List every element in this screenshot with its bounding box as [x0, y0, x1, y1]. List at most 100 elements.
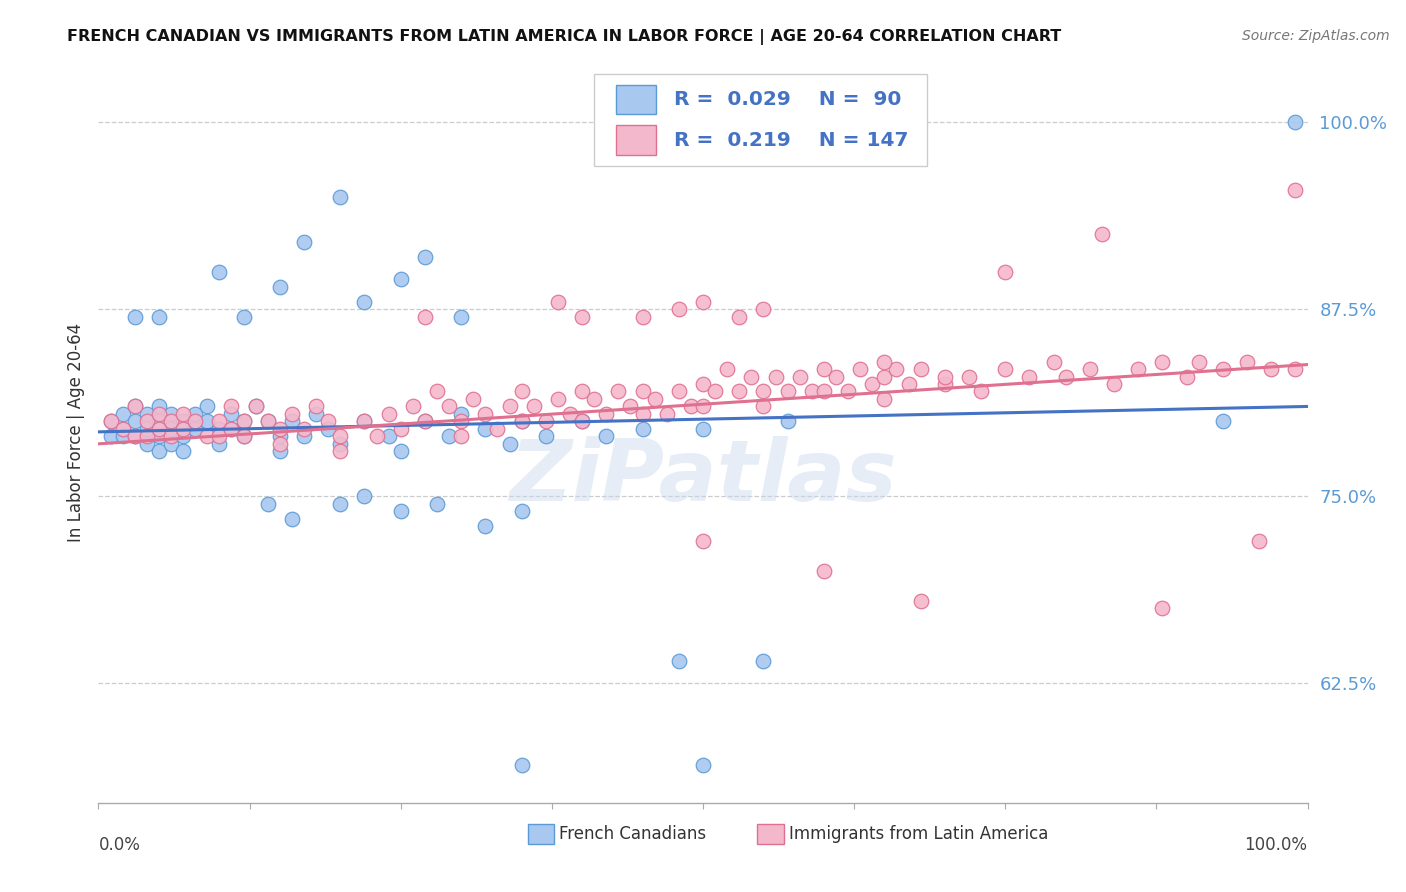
Point	[316, 414, 339, 428]
Point	[172, 414, 194, 428]
Point	[1212, 362, 1234, 376]
Point	[329, 429, 352, 443]
FancyBboxPatch shape	[616, 85, 655, 114]
Point	[329, 437, 352, 451]
Point	[148, 310, 170, 324]
Point	[245, 400, 267, 414]
Point	[994, 362, 1017, 376]
Point	[148, 400, 170, 414]
Point	[1284, 115, 1306, 129]
Text: FRENCH CANADIAN VS IMMIGRANTS FROM LATIN AMERICA IN LABOR FORCE | AGE 20-64 CORR: FRENCH CANADIAN VS IMMIGRANTS FROM LATIN…	[67, 29, 1062, 45]
Text: R =  0.029    N =  90: R = 0.029 N = 90	[673, 90, 901, 109]
Point	[377, 407, 399, 421]
Point	[353, 414, 375, 428]
Point	[873, 392, 896, 406]
Point	[195, 414, 218, 428]
Point	[292, 422, 315, 436]
Point	[208, 265, 231, 279]
Point	[135, 414, 157, 428]
Text: French Canadians: French Canadians	[560, 825, 706, 843]
Point	[534, 429, 557, 443]
Point	[1260, 362, 1282, 376]
Point	[1152, 601, 1174, 615]
Point	[1054, 369, 1077, 384]
Point	[281, 407, 304, 421]
Point	[148, 422, 170, 436]
Point	[910, 362, 932, 376]
Point	[135, 437, 157, 451]
Point	[728, 310, 751, 324]
Point	[728, 384, 751, 399]
Point	[1236, 354, 1258, 368]
Point	[172, 422, 194, 436]
Point	[547, 294, 569, 309]
Point	[184, 407, 207, 421]
Point	[668, 302, 690, 317]
Point	[668, 384, 690, 399]
Point	[668, 654, 690, 668]
Point	[413, 310, 436, 324]
Point	[849, 362, 872, 376]
Point	[269, 422, 291, 436]
Point	[692, 422, 714, 436]
Point	[571, 384, 593, 399]
Point	[450, 429, 472, 443]
Point	[704, 384, 727, 399]
Point	[172, 444, 194, 458]
Point	[510, 758, 533, 772]
Point	[100, 414, 122, 428]
Point	[813, 564, 835, 578]
Point	[571, 414, 593, 428]
Point	[148, 444, 170, 458]
Point	[316, 422, 339, 436]
Point	[292, 235, 315, 249]
Point	[111, 407, 134, 421]
Point	[377, 429, 399, 443]
Point	[800, 384, 823, 399]
Point	[111, 422, 134, 436]
Point	[595, 407, 617, 421]
Point	[221, 407, 243, 421]
Point	[124, 414, 146, 428]
Point	[329, 190, 352, 204]
Point	[281, 414, 304, 428]
Point	[692, 534, 714, 549]
Point	[873, 369, 896, 384]
Point	[148, 414, 170, 428]
Point	[450, 310, 472, 324]
Point	[510, 414, 533, 428]
Point	[413, 414, 436, 428]
FancyBboxPatch shape	[758, 824, 785, 844]
Point	[269, 280, 291, 294]
Point	[135, 429, 157, 443]
Point	[329, 497, 352, 511]
Point	[353, 489, 375, 503]
Point	[124, 400, 146, 414]
Point	[547, 392, 569, 406]
Point	[607, 384, 630, 399]
Point	[245, 400, 267, 414]
Point	[160, 437, 183, 451]
Point	[523, 400, 546, 414]
Point	[1284, 362, 1306, 376]
Point	[148, 429, 170, 443]
Point	[860, 377, 883, 392]
Point	[631, 422, 654, 436]
Point	[789, 369, 811, 384]
Point	[631, 384, 654, 399]
Point	[510, 384, 533, 399]
Point	[1102, 377, 1125, 392]
Point	[208, 414, 231, 428]
Point	[232, 310, 254, 324]
Point	[111, 429, 134, 443]
Point	[269, 444, 291, 458]
Point	[232, 429, 254, 443]
Text: R =  0.219    N = 147: R = 0.219 N = 147	[673, 131, 908, 150]
Point	[692, 758, 714, 772]
Point	[776, 414, 799, 428]
Point	[389, 444, 412, 458]
Point	[583, 392, 606, 406]
Point	[329, 444, 352, 458]
Point	[595, 429, 617, 443]
Point	[1188, 354, 1211, 368]
